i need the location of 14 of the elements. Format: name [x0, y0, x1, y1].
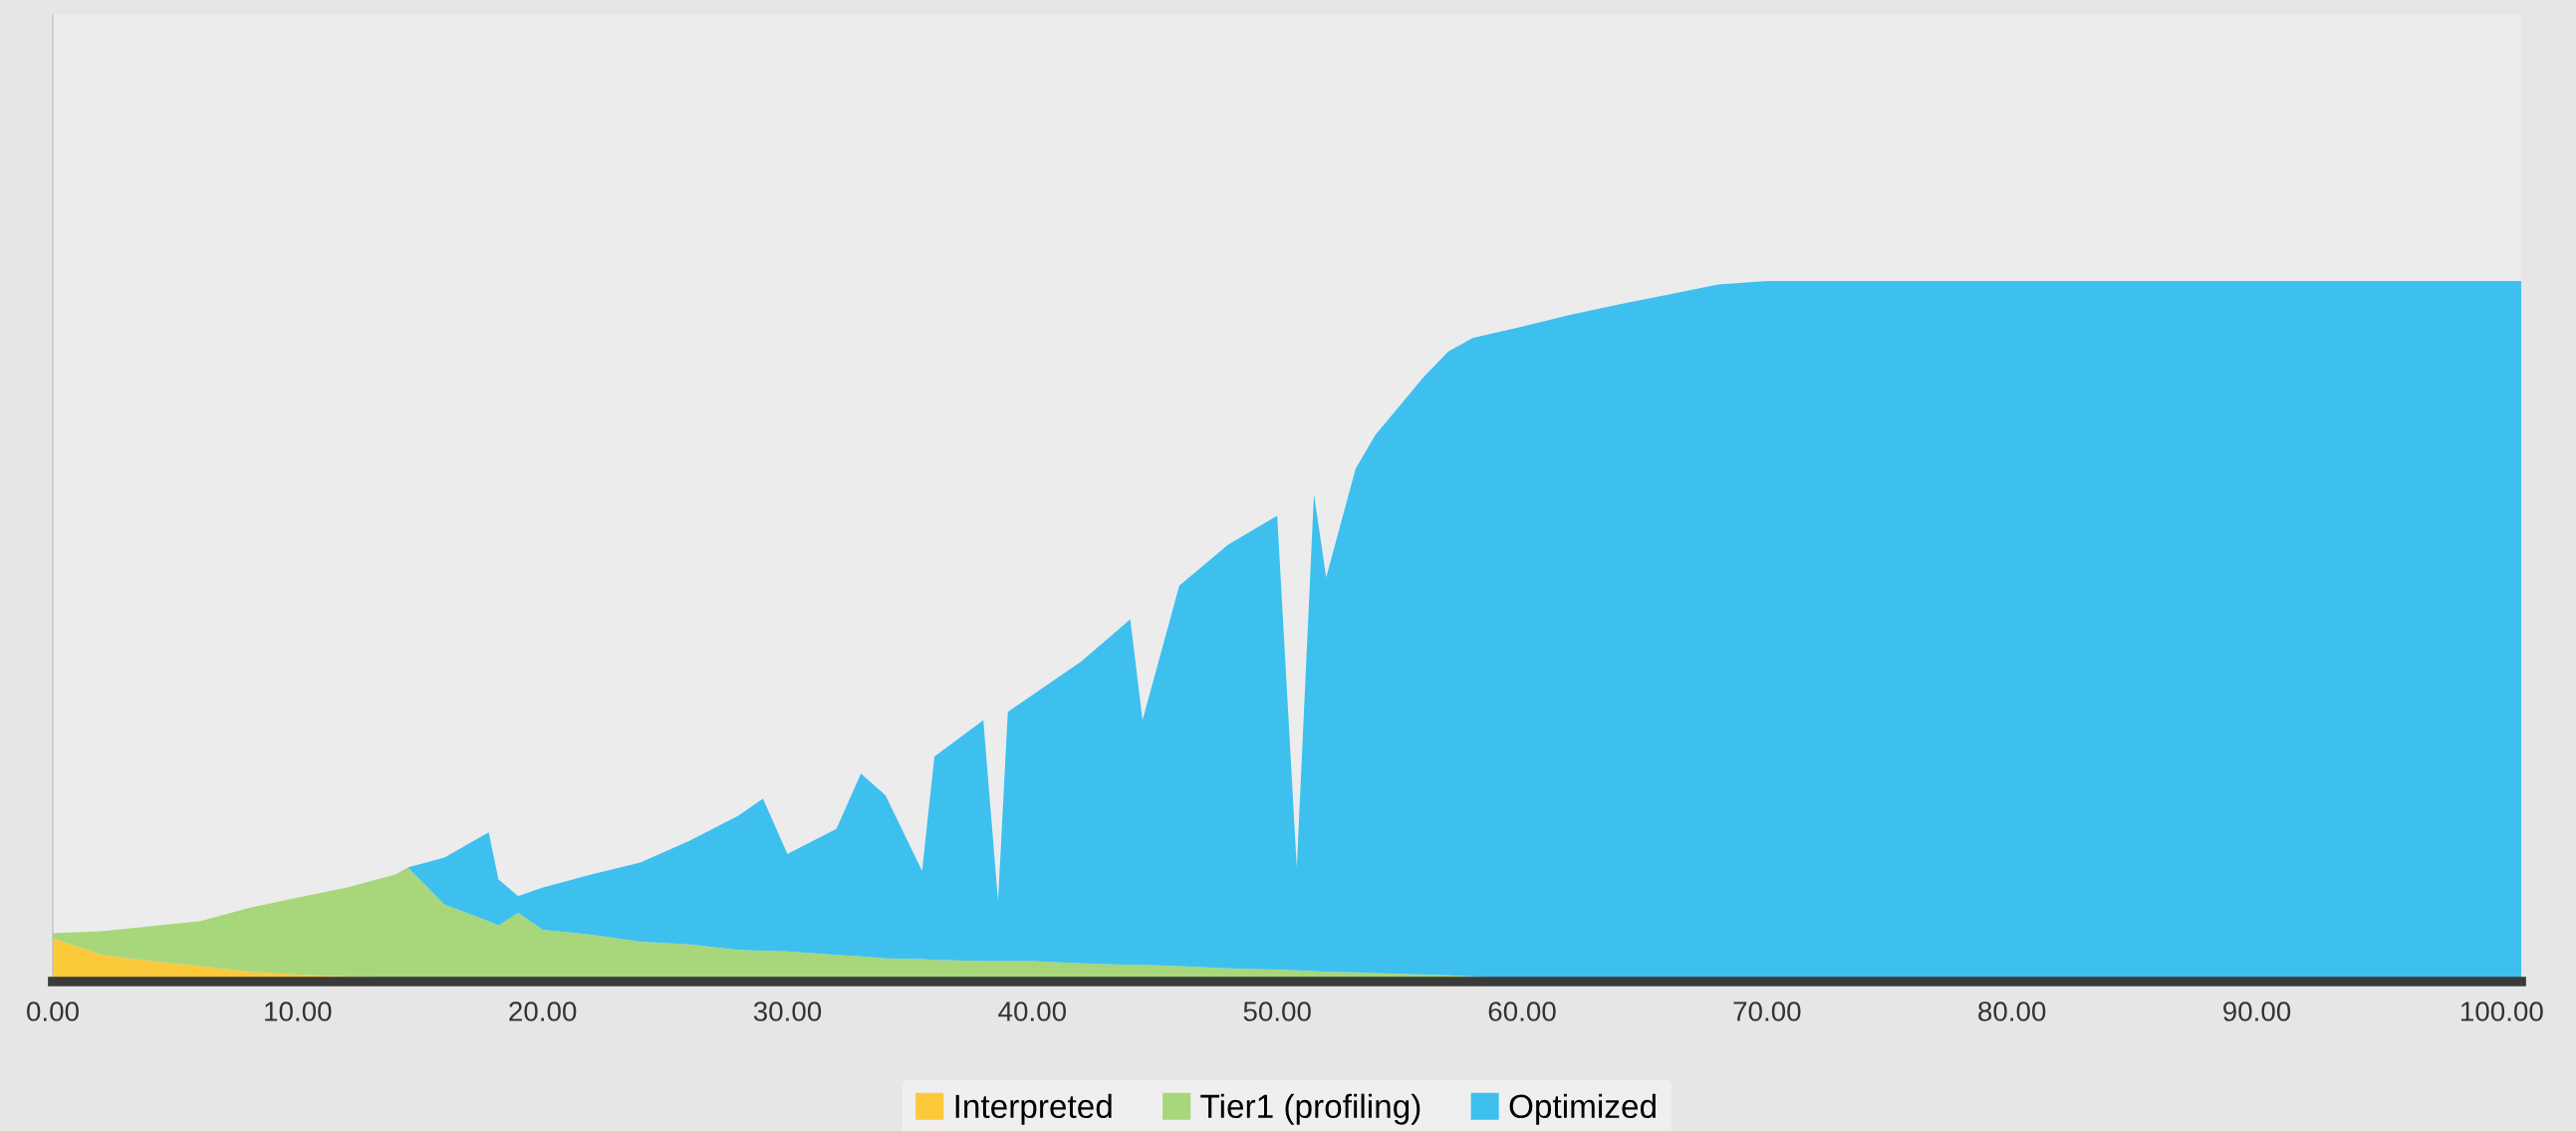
x-tick-label: 20.00 [509, 1001, 577, 1021]
legend-label: Optimized [1509, 1093, 1656, 1125]
x-tick-label: 30.00 [753, 1001, 822, 1021]
x-tick-label: 60.00 [1488, 1001, 1556, 1021]
x-tick-label: 100.00 [2460, 1001, 2543, 1021]
legend-label: Interpreted [955, 1093, 1112, 1125]
legend-label: Tier1 (profiling) [1200, 1093, 1420, 1125]
x-tick-label: 80.00 [1978, 1001, 2046, 1021]
x-tick-label: 90.00 [2223, 1001, 2291, 1021]
x-tick-label: 40.00 [998, 1001, 1067, 1021]
x-tick-label: 10.00 [265, 1001, 332, 1021]
x-tick-label: 0.00 [27, 1001, 79, 1021]
x-tick-label: 50.00 [1243, 1001, 1311, 1021]
x-tick-label: 70.00 [1733, 1001, 1801, 1021]
